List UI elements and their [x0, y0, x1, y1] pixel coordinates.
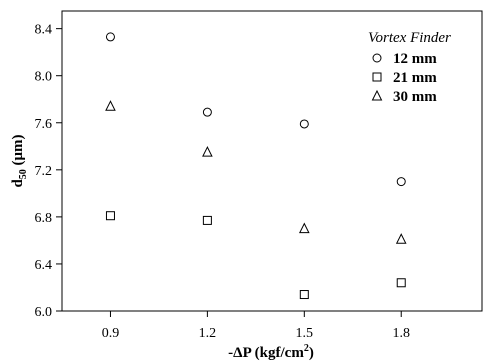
legend-marker-triangle [371, 89, 383, 101]
data-point-triangle [395, 233, 407, 244]
data-point-circle [105, 32, 115, 42]
x-tick-label: 1.2 [199, 326, 217, 341]
legend: Vortex Finder 12 mm 21 mm 30 mm [368, 30, 451, 105]
data-point-circle [396, 177, 406, 187]
legend-title: Vortex Finder [368, 30, 451, 46]
data-point-circle [299, 119, 309, 129]
legend-label: 21 mm [393, 70, 437, 86]
data-point-triangle [298, 222, 310, 234]
data-points [105, 32, 407, 300]
legend-marker-square [372, 72, 382, 82]
y-tick-label: 8.4 [35, 23, 53, 38]
x-axis-label: -ΔP (kgf/cm2) [228, 343, 314, 361]
y-axis: 6.0 6.4 6.8 7.2 7.6 8.0 8.4 [35, 23, 62, 320]
data-point-square [396, 278, 406, 288]
x-tick-label: 0.9 [102, 326, 120, 341]
data-point-square [105, 211, 115, 221]
data-point-triangle [105, 100, 116, 111]
y-tick-label: 6.4 [35, 258, 53, 273]
data-point-circle [202, 107, 212, 117]
x-axis: 0.9 1.2 1.5 1.8 [102, 311, 410, 341]
y-tick-label: 7.6 [35, 117, 53, 132]
legend-marker-circle [372, 53, 382, 63]
y-tick-label: 7.2 [35, 164, 53, 179]
y-axis-label: d50 (μm) [10, 134, 29, 187]
data-point-square [202, 215, 212, 225]
y-tick-label: 6.0 [35, 305, 53, 320]
legend-label: 30 mm [393, 89, 437, 105]
data-point-square [299, 290, 309, 300]
plot-area [61, 10, 483, 312]
data-point-triangle [202, 146, 213, 157]
x-tick-label: 1.5 [296, 326, 314, 341]
x-tick-label: 1.8 [392, 326, 410, 341]
y-tick-label: 8.0 [35, 70, 53, 85]
legend-label: 12 mm [393, 51, 437, 67]
y-tick-label: 6.8 [35, 211, 53, 226]
